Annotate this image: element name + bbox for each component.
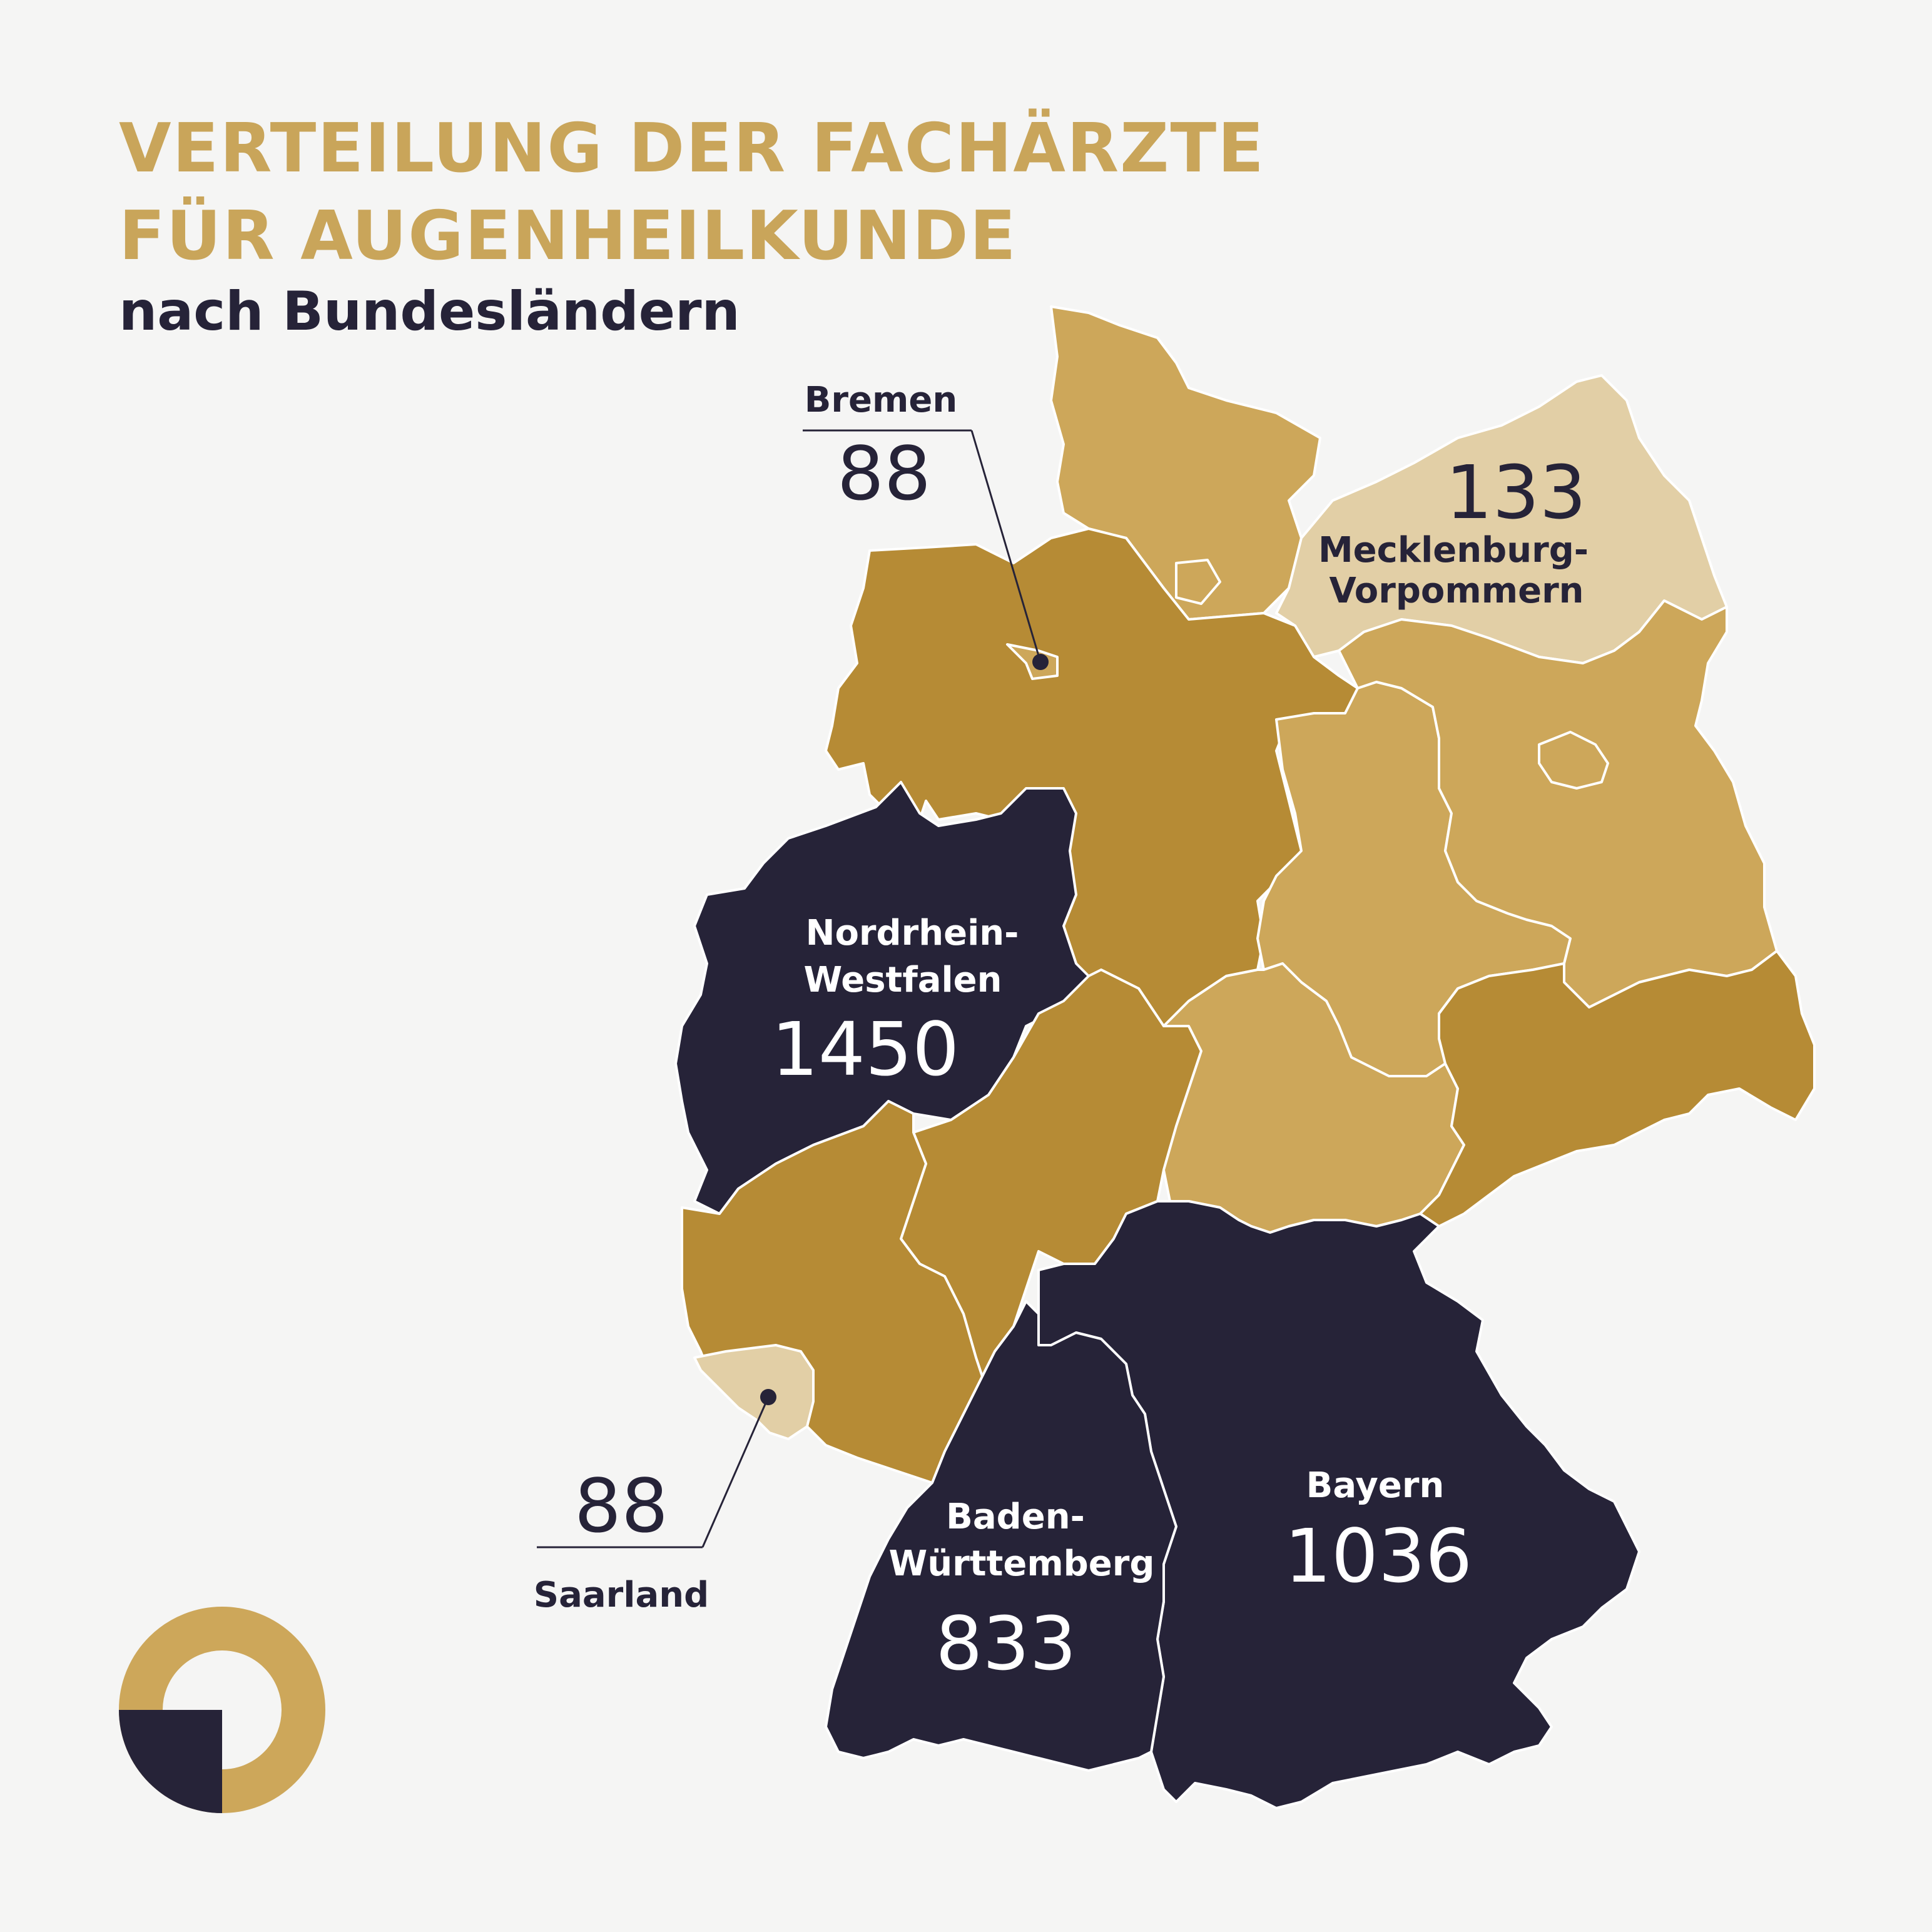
saarland-leader-line xyxy=(701,1396,770,1548)
region-baden-wuerttemberg xyxy=(825,1300,1177,1772)
region-nordrhein-westfalen xyxy=(674,781,1090,1215)
saarland-marker-dot xyxy=(760,1389,776,1405)
bremen-marker-dot xyxy=(1032,654,1049,670)
saarland-value-label: 88 xyxy=(574,1463,668,1549)
title-line-1: VERTEILUNG DER FACHÄRZTE xyxy=(119,109,1265,188)
region-hamburg xyxy=(1175,559,1221,605)
bw-value-label: 833 xyxy=(935,1600,1076,1687)
region-saarland xyxy=(693,1344,815,1440)
saarland-name-label: Saarland xyxy=(534,1575,709,1615)
region-sachsen xyxy=(1419,950,1816,1228)
page-subtitle: nach Bundesländern xyxy=(119,280,740,343)
bayern-value-label: 1036 xyxy=(1284,1513,1472,1599)
title-line-2: FÜR AUGENHEILKUNDE xyxy=(119,197,1017,275)
bremen-leader-line xyxy=(970,430,1042,663)
bremen-name-label: Bremen xyxy=(805,380,957,420)
nrw-name-line-1: Nordrhein- xyxy=(806,913,1019,953)
bw-name-line-2: Württemberg xyxy=(889,1543,1155,1584)
nrw-name-line-2: Westfalen xyxy=(803,960,1002,1000)
bayern-name-label: Bayern xyxy=(1306,1465,1445,1506)
region-bremen xyxy=(1006,643,1059,680)
mv-value-label: 133 xyxy=(1445,449,1586,536)
region-berlin xyxy=(1538,731,1609,790)
mv-name-line-1: Mecklenburg- xyxy=(1318,530,1589,571)
ring-quarter-logo-icon xyxy=(119,1607,325,1813)
page-title: VERTEILUNG DER FACHÄRZTE FÜR AUGENHEILKU… xyxy=(119,105,1265,280)
bremen-value-label: 88 xyxy=(837,430,931,517)
mv-name-line-2: Vorpommern xyxy=(1329,571,1584,611)
nrw-value-label: 1450 xyxy=(771,1006,959,1092)
bw-name-line-1: Baden- xyxy=(946,1497,1085,1537)
